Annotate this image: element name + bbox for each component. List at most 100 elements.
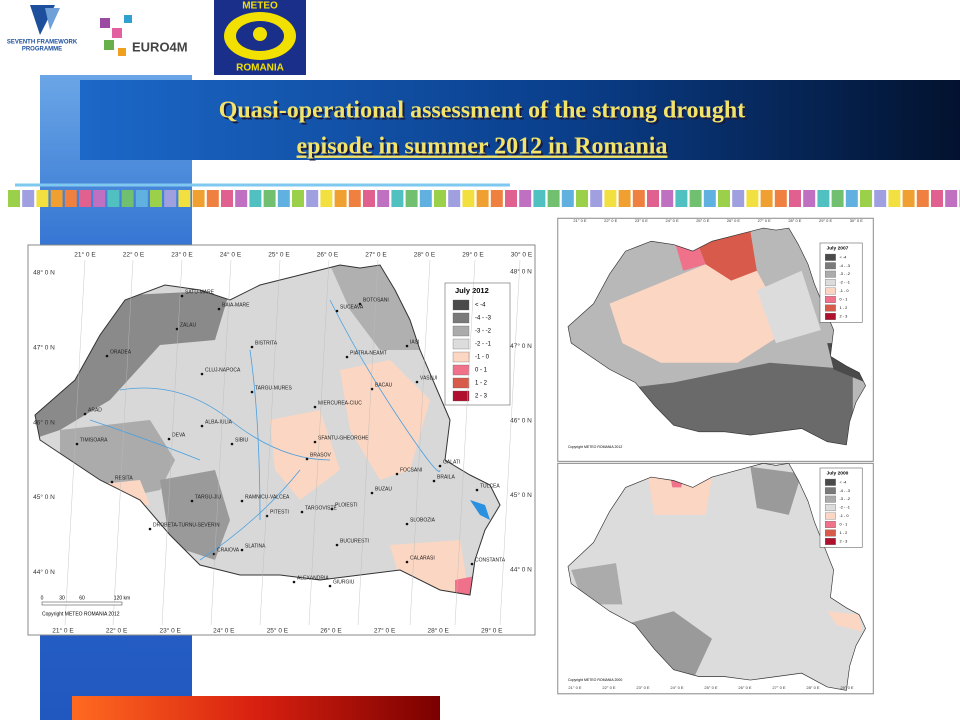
strip-square <box>121 190 134 207</box>
legend-label: 1 - 2 <box>840 305 848 310</box>
coord-label: 30° 0 E <box>850 218 863 223</box>
strip-square <box>150 190 162 207</box>
legend-label: -4 - -3 <box>475 316 492 322</box>
legend-label: 0 - 1 <box>840 522 848 527</box>
title-shadow: episode in summer 2012 in Romania <box>299 136 670 162</box>
coord-label: 44° 0 N <box>510 566 532 574</box>
coord-label: 29° 0 E <box>819 218 832 223</box>
legend-swatch <box>452 312 470 324</box>
legend-label: < -4 <box>475 303 486 309</box>
legend-swatch <box>825 478 836 486</box>
graticule <box>64 259 86 626</box>
coord-label: 22° 0 E <box>123 251 145 259</box>
city-label: GALATI <box>443 459 460 465</box>
city-dot <box>300 510 304 514</box>
strip-square <box>391 190 404 207</box>
title-shadow: Quasi-operational assessment of the stro… <box>221 100 747 126</box>
strip-square <box>547 190 560 207</box>
coord-label: 48° 0 N <box>33 269 55 277</box>
city-dot <box>212 552 216 556</box>
city-label: ORADEA <box>110 349 132 355</box>
color-strip <box>8 190 960 207</box>
legend-label: 2 - 3 <box>475 394 488 400</box>
graticule <box>499 259 521 626</box>
copyright: Copyright METEO ROMANIA 2012 <box>42 611 120 617</box>
coord-label: 22° 0 E <box>604 218 617 223</box>
strip-square <box>774 190 787 207</box>
bottom-bar <box>72 696 440 720</box>
strip-square <box>860 190 872 207</box>
legend-swatch <box>452 390 470 402</box>
legend-title: July 2000 <box>827 470 849 476</box>
coord-label: 28° 0 E <box>788 218 801 223</box>
strip-square <box>36 190 49 207</box>
city-label: BRASOV <box>310 452 332 458</box>
strip-square <box>249 190 262 207</box>
strip-square <box>817 190 830 207</box>
city-label: SUCEAVA <box>340 304 364 310</box>
euro4m-logo: EURO4M <box>100 15 188 56</box>
scale-label: 0 <box>41 595 44 601</box>
title-line: episode in summer 2012 in Romania <box>297 134 668 160</box>
legend-label: -1 - 0 <box>475 355 490 361</box>
city-label: BUZAU <box>375 486 392 492</box>
legend-label: 1 - 2 <box>475 381 488 387</box>
coord-label: 26° 0 E <box>738 685 751 690</box>
coord-label: 46° 0 N <box>510 417 532 425</box>
strip-square <box>845 190 858 207</box>
strip-square <box>50 190 63 207</box>
strip-square <box>874 190 887 207</box>
legend-label: -4 - -3 <box>840 488 850 493</box>
strip-square <box>519 190 532 207</box>
meteo-logo: METEO ROMANIA <box>214 0 306 75</box>
coord-label: 24° 0 E <box>213 627 235 635</box>
coord-label: 45° 0 N <box>33 493 55 501</box>
city-label: RESITA <box>115 475 133 481</box>
strip-square <box>945 190 958 207</box>
logo-text: ROMANIA <box>236 63 284 74</box>
city-dot <box>167 437 171 441</box>
legend-swatch <box>825 504 836 512</box>
graticule <box>112 259 134 626</box>
coord-label: 24° 0 E <box>220 251 242 259</box>
city-dot <box>432 479 436 483</box>
strip-square <box>263 190 276 207</box>
coord-label: 44° 0 N <box>33 568 55 576</box>
scale-bar <box>41 601 123 606</box>
strip-square <box>93 190 106 207</box>
city-dot <box>328 584 332 588</box>
coord-label: 27° 0 E <box>758 218 771 223</box>
legend-label: -2 - -1 <box>475 342 492 348</box>
strip-square <box>462 190 475 207</box>
legend-swatch <box>452 377 470 389</box>
city-label: TULCEA <box>480 483 500 489</box>
scale-label: 120 km <box>114 595 130 601</box>
strip-square <box>561 190 574 207</box>
legend-label: 2 - 3 <box>840 538 848 543</box>
legend-swatch <box>825 538 836 545</box>
coord-label: 28° 0 E <box>806 685 819 690</box>
city-label: RAMNICU-VALCEA <box>245 494 290 500</box>
legend-swatch <box>825 287 836 295</box>
legend-swatch <box>825 495 836 503</box>
legend-title: July 2007 <box>827 245 849 251</box>
coord-label: 25° 0 E <box>704 685 717 690</box>
strip-square <box>760 190 773 207</box>
strip-square <box>22 190 35 207</box>
copyright: Copyright METEO ROMANIA 2012 <box>568 445 622 449</box>
legend-swatch <box>825 253 836 261</box>
city-label: PITESTI <box>270 509 289 515</box>
legend-swatch <box>825 512 836 520</box>
city-label: IASI <box>410 339 419 345</box>
city-label: BISTRITA <box>255 340 278 346</box>
city-label: SLATINA <box>245 543 266 549</box>
strip-square <box>235 190 248 207</box>
city-label: BACAU <box>375 382 393 388</box>
city-dot <box>200 424 204 428</box>
legend-label: 2 - 3 <box>840 313 848 318</box>
city-label: DROBETA-TURNU-SEVERIN <box>153 522 220 528</box>
city-label: CRAIOVA <box>217 547 240 553</box>
strip-square <box>334 190 347 207</box>
legend-label: 1 - 2 <box>840 530 848 535</box>
strip-square <box>661 190 674 207</box>
